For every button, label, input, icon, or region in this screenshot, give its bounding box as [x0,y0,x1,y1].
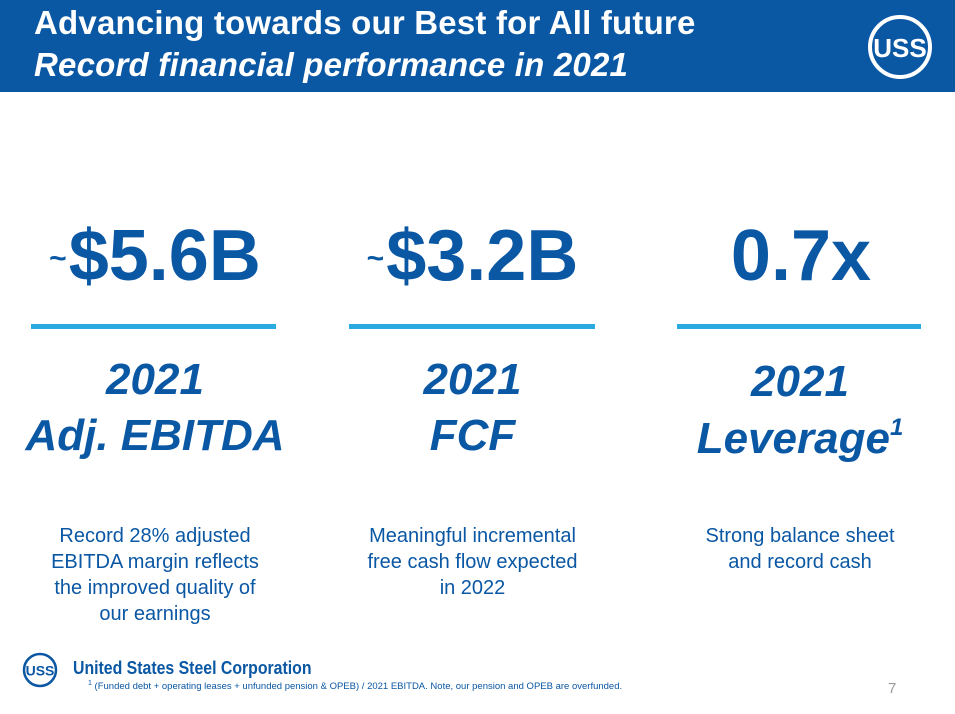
accent-divider [349,324,595,329]
uss-footer-logo-text: USS [26,663,55,679]
slide-subtitle: Record financial performance in 2021 [34,46,629,83]
metric-label: Leverage1 [696,414,904,463]
metric-column-fcf: ~$3.2B 2021 FCF Meaningful incremental f… [340,0,605,714]
metric-description: Record 28% adjusted EBITDA margin reflec… [51,525,259,625]
footnote-ref: 1 [889,414,904,441]
metric-year: 2021 [106,355,204,404]
accent-divider [677,324,921,329]
metric-label: Adj. EBITDA [25,411,285,460]
page-number: 7 [888,680,897,697]
uss-logo-text: USS [873,33,926,63]
metric-year: 2021 [423,355,522,404]
company-name: United States Steel Corporation [73,658,312,678]
approx-symbol: ~ [49,242,67,275]
uss-footer-logo-icon: USS [22,652,58,688]
slide-title: Advancing towards our Best for All futur… [34,4,696,41]
header-banner: Advancing towards our Best for All futur… [0,0,955,92]
metric-description: Meaningful incremental free cash flow ex… [367,525,578,599]
metric-value: ~$3.2B [366,216,579,296]
approx-symbol: ~ [366,242,385,275]
footnote: 1 (Funded debt + operating leases + unfu… [88,680,623,693]
metric-year: 2021 [751,357,849,406]
metric-column-leverage: 0.7x 2021 Leverage1 Strong balance sheet… [670,0,930,714]
metric-value: 0.7x [730,216,872,296]
metric-column-ebitda: ~$5.6B 2021 Adj. EBITDA Record 28% adjus… [10,0,300,714]
uss-logo-icon: USS [868,15,932,79]
metric-value: ~$5.6B [49,216,261,296]
metric-description: Strong balance sheet and record cash [705,525,895,573]
accent-divider [31,324,276,329]
metric-label: FCF [429,411,516,460]
